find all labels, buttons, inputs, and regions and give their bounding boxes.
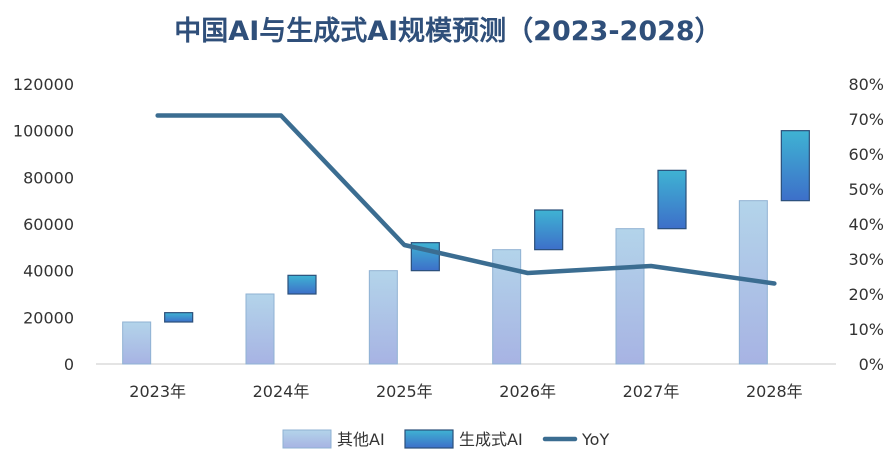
legend-label-gen-ai: 生成式AI: [459, 430, 523, 449]
legend-label-yoy: YoY: [581, 430, 609, 449]
y-right-tick-label: 0%: [859, 355, 884, 374]
gen-ai-bar: [534, 209, 564, 251]
y-left-tick-label: 80000: [23, 168, 74, 187]
axes: 0 20000 40000 60000 80000 100000 120000 0% 10% 20…: [13, 75, 884, 401]
y-left-tick-label: 60000: [23, 215, 74, 234]
other-ai-bar: [245, 293, 275, 365]
yoy-line-group: [155, 113, 777, 286]
y-right-tick-label: 40%: [848, 215, 884, 234]
y-left-tick-label: 0: [64, 355, 74, 374]
x-tick-label: 2025年: [376, 382, 433, 401]
x-tick-label: 2027年: [623, 382, 680, 401]
gen-ai-bars: [164, 130, 810, 323]
y-right-tick-label: 20%: [848, 285, 884, 304]
y-left-tick-label: 120000: [13, 75, 74, 94]
legend-label-other-ai: 其他AI: [337, 430, 385, 449]
other-ai-bar: [122, 321, 152, 365]
y-right-tick-label: 50%: [848, 180, 884, 199]
x-tick-label: 2023年: [129, 382, 186, 401]
legend-swatch-other-ai: [282, 429, 332, 449]
y-left-tick-label: 100000: [13, 122, 74, 141]
gen-ai-bar: [287, 274, 317, 295]
x-tick-label: 2026年: [499, 382, 556, 401]
y-right-tick-label: 80%: [848, 75, 884, 94]
legend: 其他AI 生成式AI YoY: [282, 429, 609, 449]
y-left-tick-label: 20000: [23, 308, 74, 327]
y-right-tick-label: 60%: [848, 145, 884, 164]
gen-ai-bar: [780, 130, 810, 202]
chart-title: 中国AI与生成式AI规模预测（2023-2028）: [174, 16, 721, 47]
y-right-tick-label: 10%: [848, 320, 884, 339]
y-right-tick-label: 30%: [848, 250, 884, 269]
other-ai-bar: [615, 228, 645, 365]
y-right-tick-label: 70%: [848, 110, 884, 129]
yoy-line: [155, 113, 777, 286]
x-tick-label: 2028年: [746, 382, 803, 401]
other-ai-bar: [368, 270, 398, 365]
legend-swatch-gen-ai: [404, 429, 454, 449]
gen-ai-bar: [410, 242, 440, 272]
gen-ai-bar: [657, 169, 687, 230]
gen-ai-bar: [164, 312, 194, 323]
y-left-tick-label: 40000: [23, 262, 74, 281]
x-tick-label: 2024年: [253, 382, 310, 401]
